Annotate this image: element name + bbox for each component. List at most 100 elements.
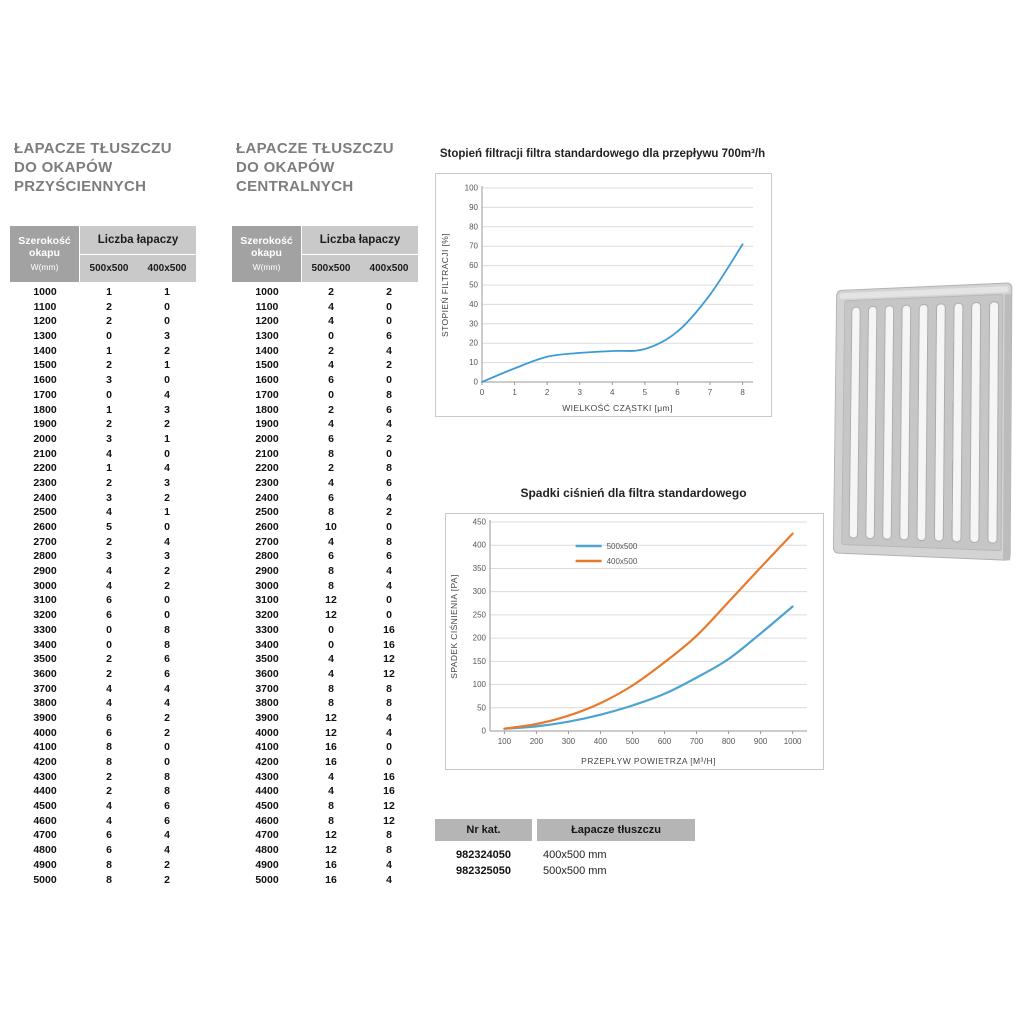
svg-text:10: 10 [469,358,478,367]
table-cell: 2500 [33,506,57,519]
table-body: 1000 1 1 1100 2 0 1200 2 0 1300 0 3 1400 1 2 1500 2 1 1600… [10,282,196,887]
table-cell: 0 [106,330,112,343]
size-column-label: 500x500 [311,262,351,274]
table-row: 1600 3 0 [10,373,196,388]
table-cell: 10 [325,521,337,533]
filter-count-table-central: Szerokość okapu W(mm) Liczba łapaczy 500… [232,226,418,887]
table-cell: 3100 [33,594,57,607]
table-cell: 3200 [255,609,279,622]
svg-text:7: 7 [708,388,713,397]
svg-text:4: 4 [610,388,615,397]
table-cell: 0 [164,447,170,460]
table-cell: 2700 [33,535,57,548]
table-row: 3200 12 0 [232,608,418,623]
table-cell: 2 [106,315,112,328]
table-cell: 0 [386,756,392,768]
table-cell: 2200 [33,462,57,475]
table-cell: 4 [164,844,170,857]
svg-text:STOPIEŃ FILTRACJI [%]: STOPIEŃ FILTRACJI [%] [440,233,450,337]
catalog-table: Nr kat. Łapacze tłuszczu 982324050 400x5… [435,819,701,879]
table-cell: 1400 [255,344,279,357]
table-cell: 4 [328,418,334,431]
table-cell: 1200 [255,315,279,328]
table-cell: 1400 [33,344,57,357]
table-cell: 0 [164,300,170,313]
table-cell: 2400 [255,491,279,504]
table-row: 3000 4 2 [10,579,196,594]
product-header: Łapacze tłuszczu [537,819,695,841]
table-cell: 4100 [33,741,57,754]
table-row: 4100 8 0 [10,740,196,755]
table-cell: 0 [328,388,334,401]
table-cell: 0 [328,330,334,343]
table-cell: 12 [383,814,395,827]
hood-width-column-header: Szerokość okapu W(mm) [232,226,301,282]
table-cell: 1 [164,286,170,298]
table-cell: 6 [386,403,392,416]
table-cell: 1800 [33,403,57,416]
table-cell: 4700 [33,829,57,842]
table-cell: 6 [386,330,392,343]
table-cell: 2 [164,726,170,739]
table-row: 3000 8 4 [232,579,418,594]
heading-line: ŁAPACZE TŁUSZCZU [14,140,172,157]
table-row: 1900 4 4 [232,417,418,432]
table-cell: 4 [386,491,392,504]
table-row: 1000 1 1 [10,285,196,300]
table-cell: 3 [164,476,170,489]
table-cell: 3000 [33,579,57,592]
svg-text:900: 900 [754,737,768,746]
table-cell: 2 [106,418,112,431]
table-cell: 0 [386,315,392,328]
table-row: 2100 4 0 [10,447,196,462]
header-unit: W(mm) [30,262,59,272]
table-row: 3500 2 6 [10,652,196,667]
svg-text:100: 100 [465,184,479,193]
table-cell: 12 [383,653,395,666]
table-header: Szerokość okapu W(mm) Liczba łapaczy 500… [232,226,418,282]
table-cell: 1 [164,432,170,445]
svg-text:70: 70 [469,242,478,251]
svg-text:0: 0 [480,388,485,397]
table-cell: 3 [106,550,112,563]
chart-title: Stopień filtracji filtra standardowego d… [439,148,766,160]
table-cell: 3600 [33,667,57,680]
table-cell: 8 [328,682,334,695]
table-cell: 1 [106,403,112,416]
table-cell: 6 [164,814,170,827]
table-cell: 4 [328,785,334,798]
svg-text:SPADEK CIŚNIENIA [PA]: SPADEK CIŚNIENIA [PA] [448,574,459,678]
table-cell: 0 [328,638,334,651]
table-row: 4900 8 2 [10,858,196,873]
svg-text:500x500: 500x500 [607,542,638,551]
svg-text:80: 80 [469,222,478,231]
table-row: 4200 16 0 [232,755,418,770]
table-cell: 4400 [255,785,279,798]
table-cell: 2400 [33,491,57,504]
table-cell: 5000 [255,873,279,886]
product-size: 400x500 mm [543,849,607,861]
table-cell: 1100 [255,300,279,313]
heading-line: DO OKAPÓW [236,159,335,176]
table-cell: 3900 [33,711,57,724]
table-cell: 6 [106,829,112,842]
table-cell: 4400 [33,785,57,798]
table-cell: 2 [164,711,170,724]
table-cell: 6 [106,711,112,724]
table-cell: 4200 [255,756,279,768]
table-cell: 8 [106,873,112,886]
table-cell: 3200 [33,609,57,622]
table-cell: 1300 [33,330,57,343]
svg-text:0: 0 [474,378,479,387]
table-row: 3400 0 8 [10,638,196,653]
table-cell: 4 [386,565,392,578]
table-cell: 4 [328,770,334,783]
table-cell: 4 [386,726,392,739]
table-row: 3700 4 4 [10,682,196,697]
table-row: 1800 2 6 [232,403,418,418]
table-body: 1000 2 2 1100 4 0 1200 4 0 1300 0 6 1400 2 4 1500 4 2 1600… [232,282,418,887]
table-row: 1800 1 3 [10,403,196,418]
table-cell: 16 [383,623,395,636]
table-row: 2300 2 3 [10,476,196,491]
svg-text:50: 50 [477,703,486,712]
